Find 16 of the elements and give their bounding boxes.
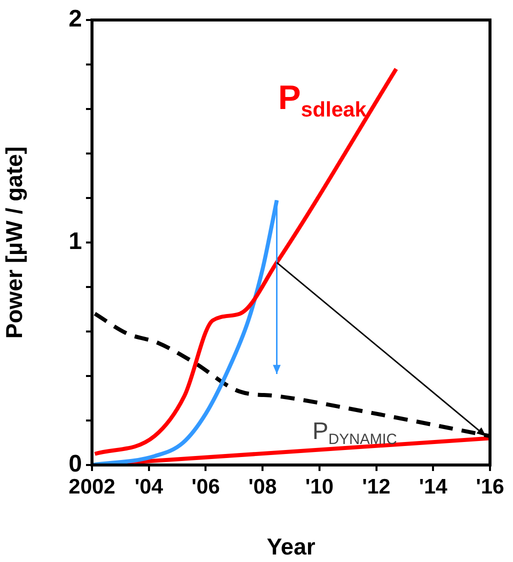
x-tick-label: '16	[476, 475, 504, 498]
series-label: P$_{sdleak}$	[278, 78, 366, 122]
line-series	[92, 66, 398, 456]
x-axis-title: Year	[266, 534, 316, 560]
x-tick-label: '06	[192, 475, 220, 498]
x-tick-label: 2002	[68, 475, 116, 498]
x-tick-label: '04	[134, 475, 164, 498]
y-tick-label: 0	[68, 450, 82, 478]
y-tick-label: 2	[68, 6, 82, 33]
x-tick-label: '08	[248, 475, 278, 498]
x-tick-label: '10	[305, 475, 334, 498]
y-tick-label: 1	[68, 228, 82, 256]
series-label: P$_{DYNAMIC}$	[312, 418, 398, 448]
x-tick-label: '12	[362, 475, 390, 498]
x-tick-label: '14	[418, 475, 448, 498]
y-axis-title: Power [µW / gate]	[1, 146, 28, 339]
